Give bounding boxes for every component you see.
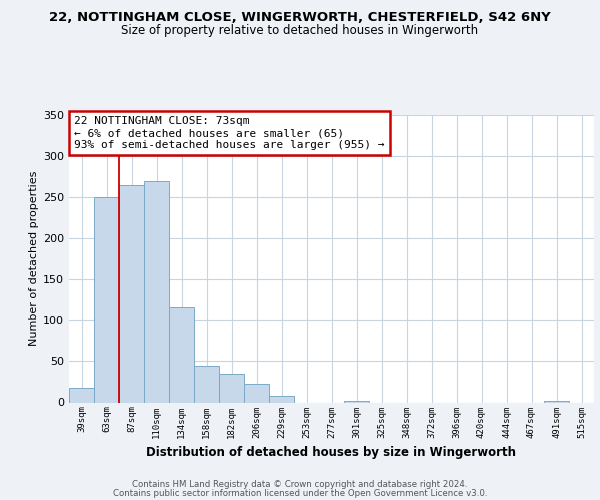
Text: Size of property relative to detached houses in Wingerworth: Size of property relative to detached ho…: [121, 24, 479, 37]
Text: Contains public sector information licensed under the Open Government Licence v3: Contains public sector information licen…: [113, 489, 487, 498]
Bar: [94, 197, 119, 402]
Bar: [344, 401, 369, 402]
Bar: [544, 401, 569, 402]
Y-axis label: Number of detached properties: Number of detached properties: [29, 171, 39, 346]
Bar: [169, 307, 194, 402]
Bar: [194, 366, 219, 403]
Bar: [69, 388, 94, 402]
Text: Contains HM Land Registry data © Crown copyright and database right 2024.: Contains HM Land Registry data © Crown c…: [132, 480, 468, 489]
Bar: [244, 384, 269, 402]
Text: 22, NOTTINGHAM CLOSE, WINGERWORTH, CHESTERFIELD, S42 6NY: 22, NOTTINGHAM CLOSE, WINGERWORTH, CHEST…: [49, 11, 551, 24]
Bar: [269, 396, 294, 402]
Bar: [219, 374, 244, 402]
X-axis label: Distribution of detached houses by size in Wingerworth: Distribution of detached houses by size …: [146, 446, 517, 459]
Bar: [119, 185, 144, 402]
Text: 22 NOTTINGHAM CLOSE: 73sqm
← 6% of detached houses are smaller (65)
93% of semi-: 22 NOTTINGHAM CLOSE: 73sqm ← 6% of detac…: [74, 116, 385, 150]
Bar: [144, 180, 169, 402]
